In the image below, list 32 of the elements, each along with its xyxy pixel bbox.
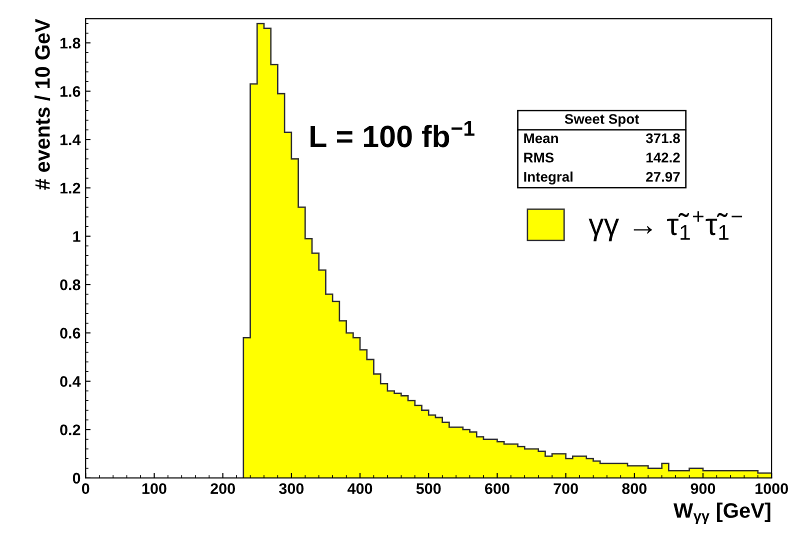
y-tick-label: 0 — [72, 472, 80, 484]
x-tick-label: 100 — [142, 483, 166, 494]
y-tick-label: 1.4 — [60, 134, 81, 146]
y-tick-label: 1.2 — [60, 182, 80, 194]
annotation: RMS — [524, 152, 554, 162]
x-tick-label: 300 — [279, 483, 304, 494]
y-tick-label: 0.4 — [60, 376, 81, 387]
y-tick-label: 0.2 — [60, 424, 80, 436]
annotation: Integral — [524, 172, 572, 185]
x-tick-label: 0 — [82, 483, 90, 494]
x-tick-label: 1000 — [756, 483, 788, 494]
y-tick-label: 1.6 — [60, 86, 80, 97]
x-tick-label: 200 — [210, 483, 235, 494]
annotation: 27.97 — [646, 172, 680, 182]
annotation: 142.2 — [646, 152, 680, 162]
y-tick-label: 1 — [73, 231, 80, 242]
y-axis-title: # events / 10 GeV — [34, 18, 50, 190]
annotation: Mean — [524, 134, 558, 144]
x-tick-label: 800 — [622, 483, 647, 494]
y-tick-label: 0.8 — [60, 279, 80, 290]
x-axis-title: W$_{γγ}$ [GeV] — [673, 502, 770, 524]
annotation: 371.8 — [646, 133, 680, 144]
annotation: Sweet Spot — [564, 114, 640, 127]
x-tick-label: 900 — [690, 483, 716, 494]
x-tick-label: 600 — [485, 483, 510, 494]
y-tick-label: 0.6 — [60, 328, 80, 339]
x-tick-label: 500 — [416, 483, 441, 494]
legend-label: γγ → τ̃$_{1}$$^{+}$τ̃$_{1}$$^{−}$ — [588, 211, 742, 242]
y-tick-label: 1.8 — [60, 38, 80, 49]
annotation: L = 100 fb$^{−1}$ — [310, 121, 474, 148]
x-tick-label: 700 — [554, 483, 578, 494]
x-tick-label: 400 — [348, 483, 372, 494]
